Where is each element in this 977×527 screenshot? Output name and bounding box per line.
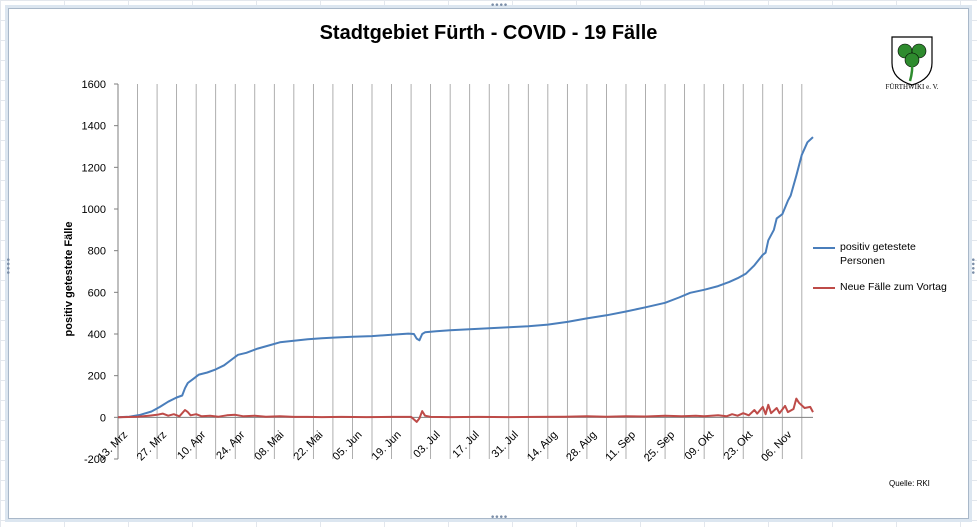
cloverleaf-shield-logo bbox=[891, 36, 933, 86]
x-tick-label: 10. Apr bbox=[175, 429, 208, 462]
x-tick-label: 25. Sep bbox=[642, 429, 677, 464]
x-tick-label: 14. Aug bbox=[525, 429, 560, 464]
series-line-cumulative bbox=[117, 136, 814, 419]
y-tick-label: 1600 bbox=[82, 79, 106, 91]
legend-item-cumulative: positiv getestete Personen bbox=[813, 240, 963, 280]
x-tick-label: 13. Mrz bbox=[96, 429, 130, 463]
series-line-new-cases bbox=[117, 397, 814, 423]
x-tick-label: 11. Sep bbox=[603, 429, 638, 464]
x-tick-label: 08. Mai bbox=[252, 429, 286, 463]
legend-swatch-cumulative bbox=[813, 247, 835, 249]
x-tick-label: 06. Nov bbox=[759, 429, 795, 465]
logo-caption: FÜRTHWIKI e. V. bbox=[885, 83, 939, 91]
legend-label-new-cases: Neue Fälle zum Vortag bbox=[840, 281, 947, 293]
resize-handle-right[interactable]: •••• bbox=[967, 257, 977, 275]
y-tick-label: 1200 bbox=[82, 162, 106, 174]
x-tick-label: 24. Apr bbox=[214, 429, 247, 462]
y-tick-label: -200 bbox=[84, 454, 106, 466]
x-tick-label: 05. Jun bbox=[331, 429, 365, 463]
x-tick-label: 19. Jun bbox=[370, 429, 404, 463]
resize-handle-bottom[interactable]: •••• bbox=[490, 513, 508, 523]
x-tick-label: 31. Jul bbox=[489, 429, 520, 460]
resize-handle-left[interactable]: •••• bbox=[2, 257, 12, 275]
y-tick-label: 200 bbox=[88, 371, 106, 383]
y-tick-label: 1000 bbox=[82, 204, 106, 216]
x-tick-label: 17. Jul bbox=[450, 429, 481, 460]
y-tick-label: 600 bbox=[88, 287, 106, 299]
chart-legend: positiv getestete Personen Neue Fälle zu… bbox=[813, 240, 963, 320]
y-tick-label: 400 bbox=[88, 329, 106, 341]
legend-item-new-cases: Neue Fälle zum Vortag bbox=[813, 280, 963, 320]
y-axis-label: positiv getestete Fälle bbox=[63, 221, 75, 337]
x-tick-label: 22. Mai bbox=[292, 429, 326, 463]
y-tick-label: 1400 bbox=[82, 121, 106, 133]
x-tick-label: 27. Mrz bbox=[135, 429, 169, 463]
resize-handle-top[interactable]: •••• bbox=[490, 1, 508, 11]
x-tick-label: 03. Jul bbox=[411, 429, 442, 460]
chart-title: Stadtgebiet Fürth - COVID - 19 Fälle bbox=[319, 22, 658, 44]
x-tick-label: 09. Okt bbox=[683, 429, 717, 463]
y-tick-label: 800 bbox=[88, 246, 106, 258]
legend-label-cumulative: positiv getestete Personen bbox=[840, 241, 916, 267]
y-tick-label: 0 bbox=[100, 412, 106, 424]
x-tick-label: 23. Okt bbox=[722, 429, 756, 463]
source-note: Quelle: RKI bbox=[889, 479, 930, 488]
x-tick-label: 28. Aug bbox=[564, 429, 599, 464]
legend-swatch-new-cases bbox=[813, 287, 835, 289]
plot-area: -200 0 200 400 600 800 1000 1200 1400 1600 13. Mrz… bbox=[82, 79, 814, 466]
